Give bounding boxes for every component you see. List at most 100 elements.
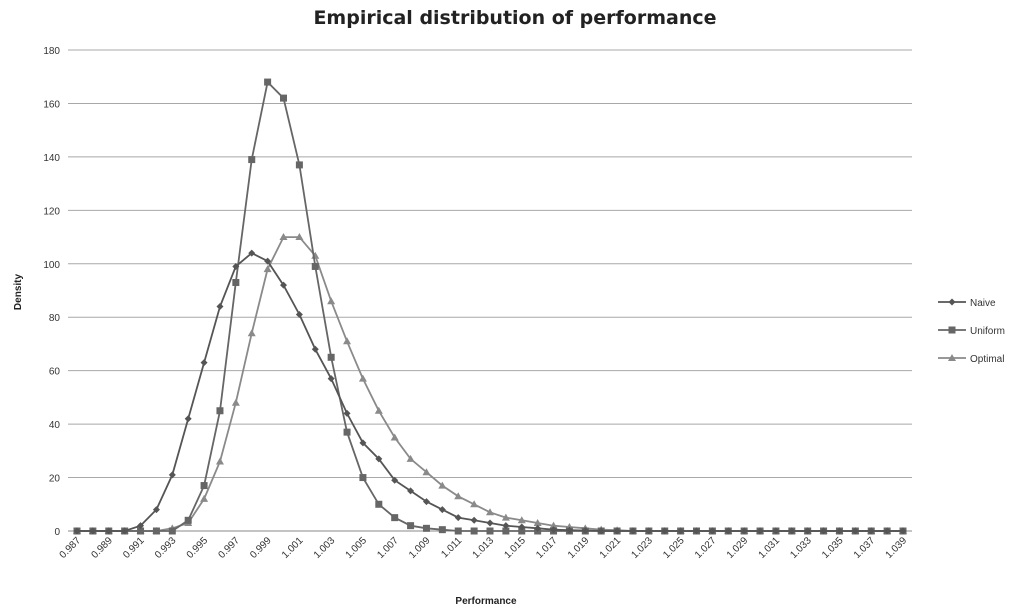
legend-label: Naive [970, 298, 996, 309]
naive-point [613, 527, 621, 535]
naive-point [645, 527, 653, 535]
y-tick-label: 120 [43, 206, 60, 217]
naive-point [883, 527, 891, 535]
uniform-point [486, 527, 494, 535]
y-tick-label: 140 [43, 153, 60, 164]
naive-point [581, 526, 589, 534]
uniform-point [454, 527, 462, 535]
naive-point [168, 471, 176, 479]
x-tick-label: 0.987 [58, 535, 84, 561]
x-tick-label: 1.009 [407, 535, 433, 561]
legend-item-optimal: Optimal [938, 354, 1004, 365]
y-axis-title: Density [13, 274, 24, 311]
legend-marker [948, 298, 956, 306]
x-tick-label: 0.999 [248, 535, 274, 561]
x-tick-label: 1.011 [439, 535, 464, 560]
naive-point [248, 249, 256, 257]
y-tick-label: 160 [43, 99, 60, 110]
x-tick-label: 0.997 [216, 535, 242, 561]
uniform-point [391, 514, 399, 522]
optimal-point [295, 233, 304, 241]
naive-point [693, 527, 700, 535]
optimal-point [327, 297, 336, 305]
x-tick-label: 0.995 [185, 535, 211, 561]
x-tick-label: 1.035 [820, 535, 846, 561]
x-tick-label: 1.017 [534, 535, 560, 561]
y-tick-label: 20 [49, 474, 61, 485]
x-tick-label: 0.989 [89, 535, 115, 561]
naive-point [438, 506, 446, 514]
naive-point [73, 527, 81, 535]
x-tick-label: 0.993 [153, 535, 179, 561]
gridlines [68, 49, 912, 532]
x-tick-label: 1.031 [757, 535, 783, 561]
x-tick-label: 1.021 [598, 535, 624, 561]
uniform-point [470, 527, 478, 535]
naive-point [740, 527, 748, 535]
uniform-point [438, 526, 446, 534]
optimal-point [470, 500, 479, 508]
naive-point [899, 527, 907, 535]
naive-point [518, 523, 526, 531]
optimal-point [374, 406, 383, 414]
x-tick-label: 1.033 [788, 535, 814, 561]
plot-area [73, 78, 907, 535]
naive-point [327, 375, 335, 383]
optimal-point [454, 492, 463, 500]
naive-point [343, 409, 351, 417]
optimal-point [343, 337, 352, 345]
naive-point [867, 527, 875, 535]
naive-point [502, 522, 510, 530]
optimal-point [247, 329, 256, 337]
naive-point [375, 455, 383, 463]
optimal-point [501, 513, 510, 521]
uniform-point [280, 94, 287, 102]
uniform-point [168, 527, 176, 535]
chart-title: Empirical distribution of performance [313, 7, 716, 29]
y-tick-label: 0 [54, 527, 60, 538]
naive-point [629, 527, 637, 535]
uniform-point [137, 527, 145, 535]
legend-marker [948, 354, 956, 361]
uniform-point [200, 482, 208, 490]
uniform-point [248, 156, 256, 164]
uniform-point [295, 161, 303, 169]
uniform-point [407, 522, 415, 530]
uniform-point [502, 527, 510, 535]
naive-point [391, 476, 399, 484]
legend-item-uniform: Uniform [938, 326, 1005, 337]
optimal-point [200, 494, 209, 502]
uniform-point [327, 353, 335, 361]
naive-point [486, 519, 494, 527]
naive-point [804, 527, 812, 535]
uniform-point [264, 78, 272, 86]
x-tick-label: 1.003 [312, 535, 338, 561]
naive-line [77, 252, 903, 532]
x-axis-title: Performance [455, 596, 517, 607]
optimal-point [390, 433, 399, 441]
naive-point [677, 527, 685, 535]
naive-point [565, 526, 573, 534]
optimal-point [549, 521, 558, 529]
naive-point [756, 527, 764, 535]
uniform-point [359, 474, 367, 482]
optimal-point [231, 398, 240, 406]
legend-label: Optimal [970, 354, 1004, 365]
x-tick-label: 1.039 [884, 535, 910, 561]
y-tick-label: 40 [49, 420, 61, 431]
optimal-point [358, 374, 367, 382]
y-tick-label: 180 [43, 46, 60, 57]
x-tick-label: 1.027 [693, 535, 719, 561]
x-tick-label: 1.005 [344, 535, 370, 561]
x-tick-label: 1.015 [502, 535, 528, 561]
naive-point [724, 527, 732, 535]
optimal-point [215, 457, 224, 465]
naive-point [359, 439, 367, 447]
uniform-point [375, 500, 383, 508]
naive-point [708, 527, 716, 535]
x-tick-label: 1.025 [661, 535, 687, 561]
legend: Naive Uniform Optimal [938, 298, 1005, 365]
naive-point [121, 527, 129, 535]
naive-point [216, 303, 224, 311]
uniform-line [77, 80, 903, 532]
